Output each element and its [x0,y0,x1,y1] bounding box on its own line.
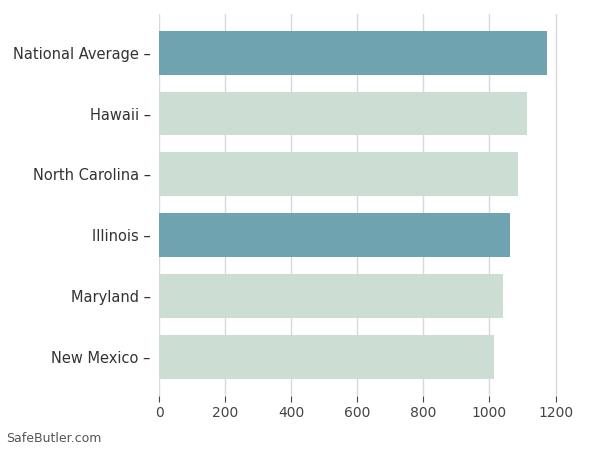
Bar [159,92,527,135]
Bar [159,213,510,257]
Text: SafeButler.com: SafeButler.com [6,432,101,446]
Bar [159,153,518,196]
Bar [159,335,494,378]
Bar [159,274,503,318]
Bar [159,31,547,75]
